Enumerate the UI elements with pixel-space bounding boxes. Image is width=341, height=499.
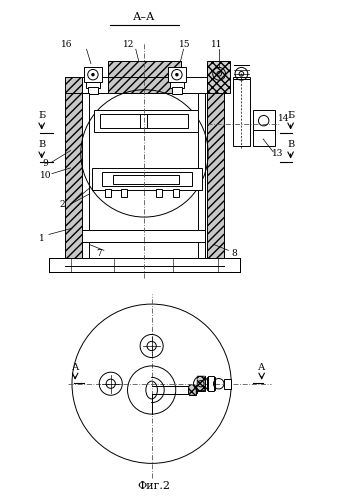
Circle shape bbox=[219, 73, 220, 74]
Text: 12: 12 bbox=[123, 40, 134, 49]
Text: 16: 16 bbox=[61, 40, 72, 49]
Bar bbox=[189, 385, 196, 395]
Text: 14: 14 bbox=[278, 114, 289, 123]
Text: 7: 7 bbox=[97, 249, 102, 258]
Bar bbox=[108, 61, 181, 77]
Bar bbox=[88, 87, 98, 94]
Bar bbox=[172, 87, 182, 94]
Bar bbox=[207, 377, 214, 390]
Text: 1: 1 bbox=[39, 234, 45, 244]
Bar bbox=[94, 110, 198, 132]
Bar bbox=[253, 110, 275, 132]
Bar bbox=[208, 376, 214, 391]
Text: А–А: А–А bbox=[133, 12, 155, 22]
Text: 11: 11 bbox=[211, 40, 223, 49]
Bar bbox=[147, 114, 188, 128]
Text: А: А bbox=[258, 363, 265, 372]
Bar bbox=[121, 189, 127, 197]
Bar bbox=[156, 189, 162, 197]
Bar bbox=[82, 77, 108, 93]
Bar bbox=[113, 175, 179, 184]
Bar bbox=[198, 93, 205, 257]
Bar bbox=[65, 93, 82, 257]
Text: 8: 8 bbox=[231, 249, 237, 258]
Bar bbox=[100, 114, 140, 128]
Bar bbox=[86, 82, 101, 88]
Bar bbox=[197, 376, 205, 392]
Bar bbox=[207, 61, 230, 93]
Bar bbox=[168, 66, 187, 82]
Bar bbox=[189, 385, 196, 395]
Bar bbox=[103, 172, 192, 186]
Bar bbox=[170, 82, 184, 88]
Bar bbox=[105, 189, 111, 197]
Bar bbox=[224, 379, 231, 389]
Bar bbox=[65, 77, 224, 93]
Bar bbox=[49, 257, 240, 272]
Bar bbox=[207, 93, 224, 257]
Bar bbox=[197, 376, 205, 392]
Circle shape bbox=[91, 73, 95, 76]
Bar bbox=[92, 168, 202, 190]
Text: 9: 9 bbox=[43, 159, 48, 168]
Text: 13: 13 bbox=[272, 149, 283, 158]
Text: 15: 15 bbox=[179, 40, 191, 49]
Circle shape bbox=[175, 73, 179, 76]
Bar bbox=[253, 130, 275, 146]
Bar bbox=[82, 93, 89, 257]
Bar bbox=[108, 61, 181, 77]
Text: 10: 10 bbox=[40, 171, 51, 180]
Bar bbox=[82, 230, 205, 242]
Text: А: А bbox=[72, 363, 79, 372]
Text: В: В bbox=[38, 140, 45, 149]
Text: Б: Б bbox=[287, 111, 294, 120]
Text: Фиг.2: Фиг.2 bbox=[137, 482, 170, 492]
Bar bbox=[173, 189, 179, 197]
Text: В: В bbox=[287, 140, 294, 149]
Bar bbox=[233, 77, 250, 146]
Text: Б: Б bbox=[38, 111, 45, 120]
Text: 2: 2 bbox=[59, 200, 65, 209]
Bar bbox=[84, 66, 103, 82]
Bar bbox=[188, 387, 197, 393]
Bar bbox=[181, 77, 207, 93]
